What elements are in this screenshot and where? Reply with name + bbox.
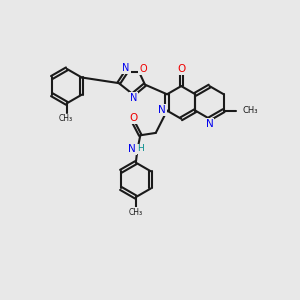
Text: N: N [158,105,166,115]
Text: CH₃: CH₃ [59,114,73,123]
Text: CH₃: CH₃ [128,208,142,217]
Text: H: H [137,145,144,154]
Text: N: N [130,93,137,103]
Text: N: N [206,119,213,129]
Text: O: O [129,113,137,123]
Text: O: O [177,64,185,74]
Text: CH₃: CH₃ [242,106,258,115]
Text: O: O [139,64,147,74]
Text: N: N [128,144,136,154]
Text: N: N [122,63,130,73]
